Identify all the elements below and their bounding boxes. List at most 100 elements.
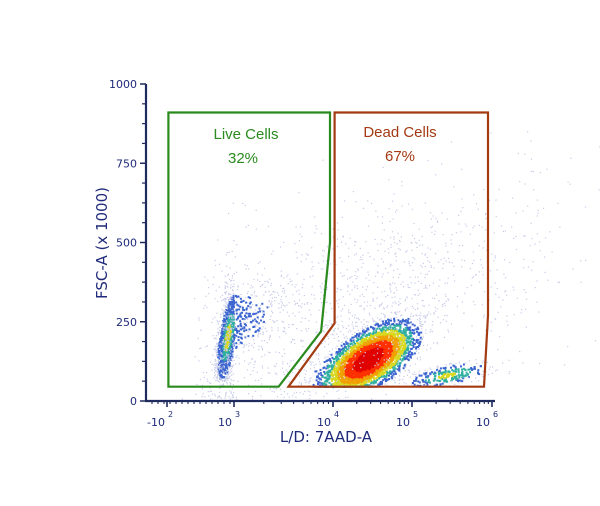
event-dot xyxy=(229,372,231,374)
event-dot xyxy=(380,337,383,340)
event-dot xyxy=(347,278,349,280)
event-dot xyxy=(361,337,364,340)
event-dot xyxy=(397,355,400,357)
event-dot xyxy=(379,380,382,383)
event-dot xyxy=(392,368,395,371)
event-dot xyxy=(298,375,301,377)
event-dot xyxy=(335,351,338,354)
event-dot xyxy=(387,354,390,357)
event-dot xyxy=(403,364,406,367)
event-dot xyxy=(408,353,410,356)
event-dot xyxy=(386,365,389,368)
event-dot xyxy=(395,361,398,364)
event-dot xyxy=(225,307,227,309)
event-dot xyxy=(235,363,237,365)
event-dot xyxy=(393,326,396,329)
event-dot xyxy=(371,332,374,335)
event-dot xyxy=(363,364,366,367)
event-dot xyxy=(381,362,384,365)
event-dot xyxy=(232,302,235,304)
event-dot xyxy=(358,332,361,335)
event-dot xyxy=(339,364,342,367)
event-dot xyxy=(359,357,362,360)
event-dot xyxy=(385,336,388,339)
event-dot xyxy=(407,347,410,350)
event-dot xyxy=(285,332,287,334)
event-dot xyxy=(357,350,360,353)
event-dot xyxy=(322,382,325,385)
event-dot xyxy=(357,335,360,338)
event-dot xyxy=(403,349,406,352)
event-dot xyxy=(223,314,226,317)
event-dot xyxy=(352,380,355,383)
event-dot xyxy=(351,382,354,385)
event-dot xyxy=(284,305,286,307)
event-dot xyxy=(389,339,392,342)
event-dot xyxy=(277,292,279,294)
event-dot xyxy=(221,349,224,352)
event-dot xyxy=(374,347,377,350)
event-dot xyxy=(217,321,219,323)
event-dot xyxy=(415,338,418,341)
event-dot xyxy=(237,295,240,298)
event-dot xyxy=(395,311,397,313)
event-dot xyxy=(232,296,235,299)
event-dot xyxy=(404,310,406,312)
event-dot xyxy=(281,320,283,322)
event-dot xyxy=(365,377,368,380)
event-dot xyxy=(373,363,376,366)
event-dot xyxy=(219,351,222,354)
event-dot xyxy=(262,326,264,328)
event-dot xyxy=(430,368,432,370)
event-dot xyxy=(407,352,410,355)
event-dot xyxy=(334,381,337,384)
event-dot xyxy=(463,375,466,378)
event-dot xyxy=(244,344,246,346)
event-dot xyxy=(391,352,394,355)
event-dot xyxy=(361,366,364,368)
event-dot xyxy=(367,378,369,381)
event-dot xyxy=(399,338,402,341)
event-dot xyxy=(215,379,217,381)
event-dot xyxy=(335,359,338,362)
event-dot xyxy=(368,339,371,342)
event-dot xyxy=(229,293,231,295)
event-dot xyxy=(458,375,461,378)
event-dot xyxy=(401,342,404,345)
event-dot xyxy=(411,337,414,340)
event-dot xyxy=(364,374,367,377)
event-dot xyxy=(379,332,382,335)
event-dot xyxy=(259,310,261,313)
event-dot xyxy=(422,315,425,317)
event-dot xyxy=(387,327,390,330)
event-dot xyxy=(217,346,219,348)
event-dot xyxy=(403,319,406,322)
event-dot xyxy=(391,379,393,381)
event-dot xyxy=(228,310,231,313)
event-dot xyxy=(350,364,352,367)
event-dot xyxy=(352,339,355,342)
event-dot xyxy=(342,383,345,386)
event-dot xyxy=(413,339,416,341)
event-dot xyxy=(225,309,228,311)
event-dot xyxy=(412,332,415,335)
event-dot xyxy=(339,352,342,355)
event-dot xyxy=(365,371,368,374)
event-dot xyxy=(215,370,217,372)
event-dot xyxy=(356,359,359,362)
event-dot xyxy=(337,361,340,364)
event-dot xyxy=(261,356,263,358)
event-dot xyxy=(395,345,398,348)
event-dot xyxy=(382,335,385,338)
event-dot xyxy=(395,351,398,353)
event-dot xyxy=(349,342,352,345)
event-dot xyxy=(232,312,235,315)
event-dot xyxy=(387,318,390,321)
event-dot xyxy=(407,335,410,338)
event-dot xyxy=(243,330,246,333)
event-dot xyxy=(429,331,431,333)
event-dot xyxy=(477,369,480,372)
event-dot xyxy=(317,381,320,383)
event-dot xyxy=(308,382,310,384)
event-dot xyxy=(354,372,357,375)
